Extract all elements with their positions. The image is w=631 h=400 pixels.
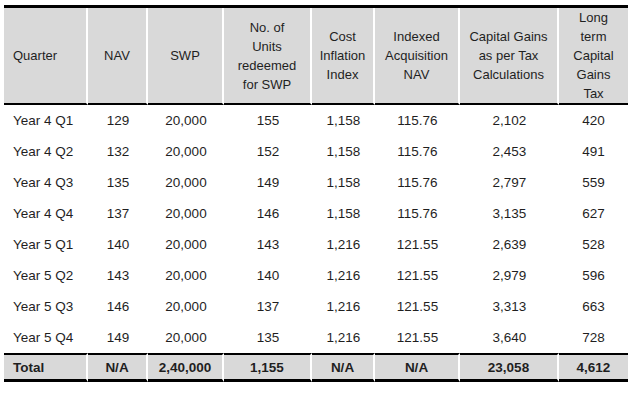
total-units-redeemed-cell: 1,155: [224, 353, 312, 382]
nav-cell: 129: [88, 105, 148, 136]
ltcg-tax-cell: 491: [559, 136, 628, 167]
cii-cell: 1,158: [312, 198, 375, 229]
units-redeemed-cell: 146: [224, 198, 312, 229]
capital-gains-cell: 2,453: [460, 136, 559, 167]
capital-gains-cell: 2,979: [460, 260, 559, 291]
table-row: Year 5 Q314620,0001371,216121.553,313663: [4, 291, 628, 322]
ltcg-tax-cell: 596: [559, 260, 628, 291]
swp-cell: 20,000: [148, 291, 224, 322]
indexed-nav-cell: 121.55: [375, 322, 460, 353]
units-redeemed-cell: 143: [224, 229, 312, 260]
swp-cell: 20,000: [148, 198, 224, 229]
units-redeemed-cell: 155: [224, 105, 312, 136]
ltcg-tax-cell: 663: [559, 291, 628, 322]
cii-cell: 1,216: [312, 260, 375, 291]
units-redeemed-cell: 149: [224, 167, 312, 198]
ltcg-tax-cell: 728: [559, 322, 628, 353]
cii-cell: 1,158: [312, 105, 375, 136]
total-nav-cell: N/A: [88, 353, 148, 382]
swp-cell: 20,000: [148, 136, 224, 167]
ltcg-tax-cell: 627: [559, 198, 628, 229]
table-row: Year 5 Q414920,0001351,216121.553,640728: [4, 322, 628, 353]
quarter-cell: Year 5 Q1: [4, 229, 88, 260]
total-cii-cell: N/A: [312, 353, 375, 382]
total-indexed-nav-cell: N/A: [375, 353, 460, 382]
indexed-nav-cell: 115.76: [375, 105, 460, 136]
total-ltcg-tax-cell: 4,612: [559, 353, 628, 382]
cii-cell: 1,216: [312, 291, 375, 322]
header-cell-capital-gains: Capital Gains as per Tax Calculations: [460, 8, 559, 105]
table-row: Year 4 Q112920,0001551,158115.762,102420: [4, 105, 628, 136]
total-swp-cell: 2,40,000: [148, 353, 224, 382]
capital-gains-cell: 3,135: [460, 198, 559, 229]
quarter-cell: Year 5 Q4: [4, 322, 88, 353]
quarter-cell: Year 4 Q3: [4, 167, 88, 198]
swp-cell: 20,000: [148, 229, 224, 260]
total-quarter-cell: Total: [4, 353, 88, 382]
header-cell-nav: NAV: [88, 8, 148, 105]
units-redeemed-cell: 140: [224, 260, 312, 291]
capital-gains-cell: 3,313: [460, 291, 559, 322]
header-cell-swp: SWP: [148, 8, 224, 105]
swp-cell: 20,000: [148, 322, 224, 353]
quarter-cell: Year 5 Q2: [4, 260, 88, 291]
header-row: QuarterNAVSWPNo. of Units redeemed for S…: [4, 8, 628, 105]
quarter-cell: Year 4 Q1: [4, 105, 88, 136]
ltcg-tax-cell: 528: [559, 229, 628, 260]
cii-cell: 1,158: [312, 167, 375, 198]
capital-gains-cell: 3,640: [460, 322, 559, 353]
table-footer: TotalN/A2,40,0001,155N/AN/A23,0584,612: [4, 353, 628, 382]
total-row: TotalN/A2,40,0001,155N/AN/A23,0584,612: [4, 353, 628, 382]
nav-cell: 132: [88, 136, 148, 167]
table-page: QuarterNAVSWPNo. of Units redeemed for S…: [0, 5, 631, 400]
swp-cell: 20,000: [148, 167, 224, 198]
ltcg-tax-cell: 559: [559, 167, 628, 198]
quarter-cell: Year 5 Q3: [4, 291, 88, 322]
ltcg-tax-cell: 420: [559, 105, 628, 136]
nav-cell: 149: [88, 322, 148, 353]
table-row: Year 4 Q213220,0001521,158115.762,453491: [4, 136, 628, 167]
indexed-nav-cell: 115.76: [375, 136, 460, 167]
capital-gains-cell: 2,797: [460, 167, 559, 198]
table-header: QuarterNAVSWPNo. of Units redeemed for S…: [4, 8, 628, 105]
indexed-nav-cell: 121.55: [375, 229, 460, 260]
nav-cell: 140: [88, 229, 148, 260]
units-redeemed-cell: 137: [224, 291, 312, 322]
nav-cell: 135: [88, 167, 148, 198]
header-cell-units-redeemed: No. of Units redeemed for SWP: [224, 8, 312, 105]
cii-cell: 1,216: [312, 322, 375, 353]
quarter-cell: Year 4 Q2: [4, 136, 88, 167]
capital-gains-cell: 2,639: [460, 229, 559, 260]
units-redeemed-cell: 152: [224, 136, 312, 167]
table-row: Year 5 Q214320,0001401,216121.552,979596: [4, 260, 628, 291]
swp-cell: 20,000: [148, 260, 224, 291]
header-cell-quarter: Quarter: [4, 8, 88, 105]
nav-cell: 137: [88, 198, 148, 229]
swp-tax-table: QuarterNAVSWPNo. of Units redeemed for S…: [4, 5, 628, 382]
header-cell-cii: Cost Inflation Index: [312, 8, 375, 105]
indexed-nav-cell: 115.76: [375, 167, 460, 198]
cii-cell: 1,216: [312, 229, 375, 260]
table-row: Year 4 Q313520,0001491,158115.762,797559: [4, 167, 628, 198]
total-capital-gains-cell: 23,058: [460, 353, 559, 382]
cii-cell: 1,158: [312, 136, 375, 167]
indexed-nav-cell: 115.76: [375, 198, 460, 229]
units-redeemed-cell: 135: [224, 322, 312, 353]
quarter-cell: Year 4 Q4: [4, 198, 88, 229]
table-body: Year 4 Q112920,0001551,158115.762,102420…: [4, 105, 628, 353]
header-cell-ltcg-tax: Long term Capital Gains Tax: [559, 8, 628, 105]
header-cell-indexed-nav: Indexed Acquisition NAV: [375, 8, 460, 105]
capital-gains-cell: 2,102: [460, 105, 559, 136]
table-row: Year 4 Q413720,0001461,158115.763,135627: [4, 198, 628, 229]
swp-cell: 20,000: [148, 105, 224, 136]
nav-cell: 146: [88, 291, 148, 322]
table-row: Year 5 Q114020,0001431,216121.552,639528: [4, 229, 628, 260]
indexed-nav-cell: 121.55: [375, 291, 460, 322]
nav-cell: 143: [88, 260, 148, 291]
indexed-nav-cell: 121.55: [375, 260, 460, 291]
